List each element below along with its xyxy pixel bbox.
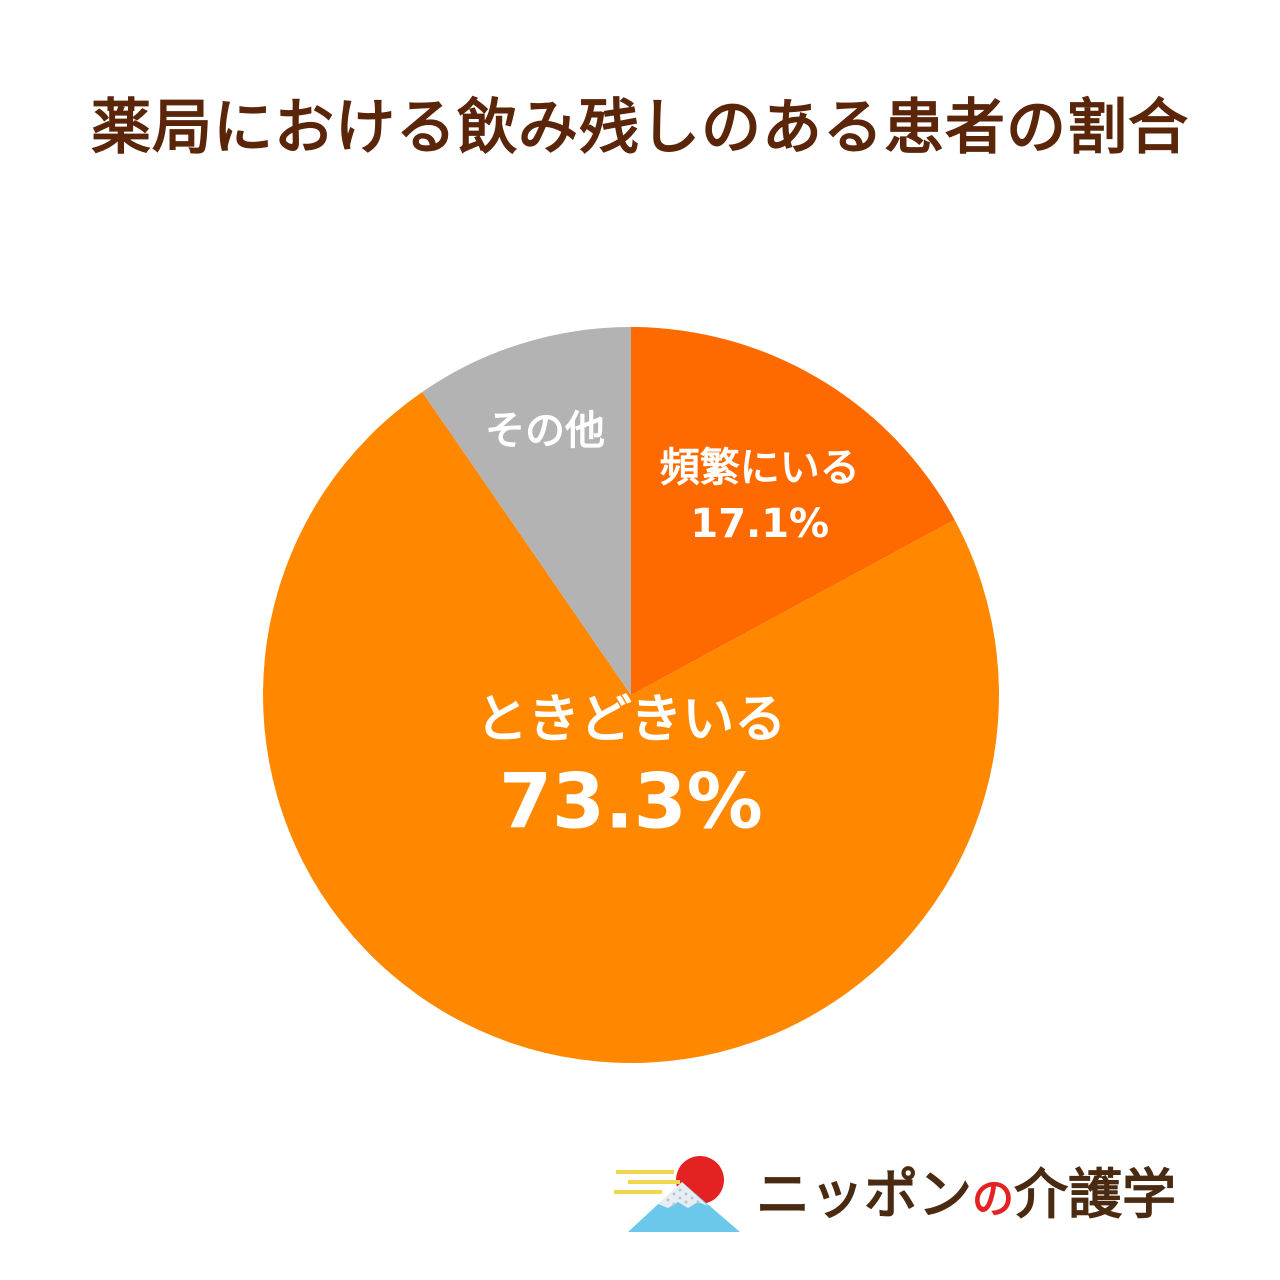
pie-slice-2 [263,391,999,1063]
slice-value-2: 73.3% [499,757,763,846]
brand-name: ニッポンの介護学 [756,1160,1176,1234]
slice-label-2: ときどきいる [476,690,786,750]
slice-label-1: 頻繁にいる [660,445,860,491]
mount-fuji-logo-icon [614,1156,740,1232]
pie-slice-3 [422,327,631,695]
slice-label-3: その他 [485,408,605,454]
brand-logo: ニッポンの介護学 [608,1150,1248,1240]
brand-name-no: の [972,1174,1015,1223]
slice-value-1: 17.1% [690,501,829,547]
brand-name-suffix: 介護学 [1014,1163,1177,1226]
pie-slice-1 [631,327,955,695]
pie-slices [263,327,999,1063]
pie-labels: 頻繁にいる 17.1% ときどきいる 73.3% その他 [476,408,860,846]
chart-title: 薬局における飲み残しのある患者の割合 [91,93,1189,163]
brand-name-prefix: ニッポン [756,1163,972,1226]
